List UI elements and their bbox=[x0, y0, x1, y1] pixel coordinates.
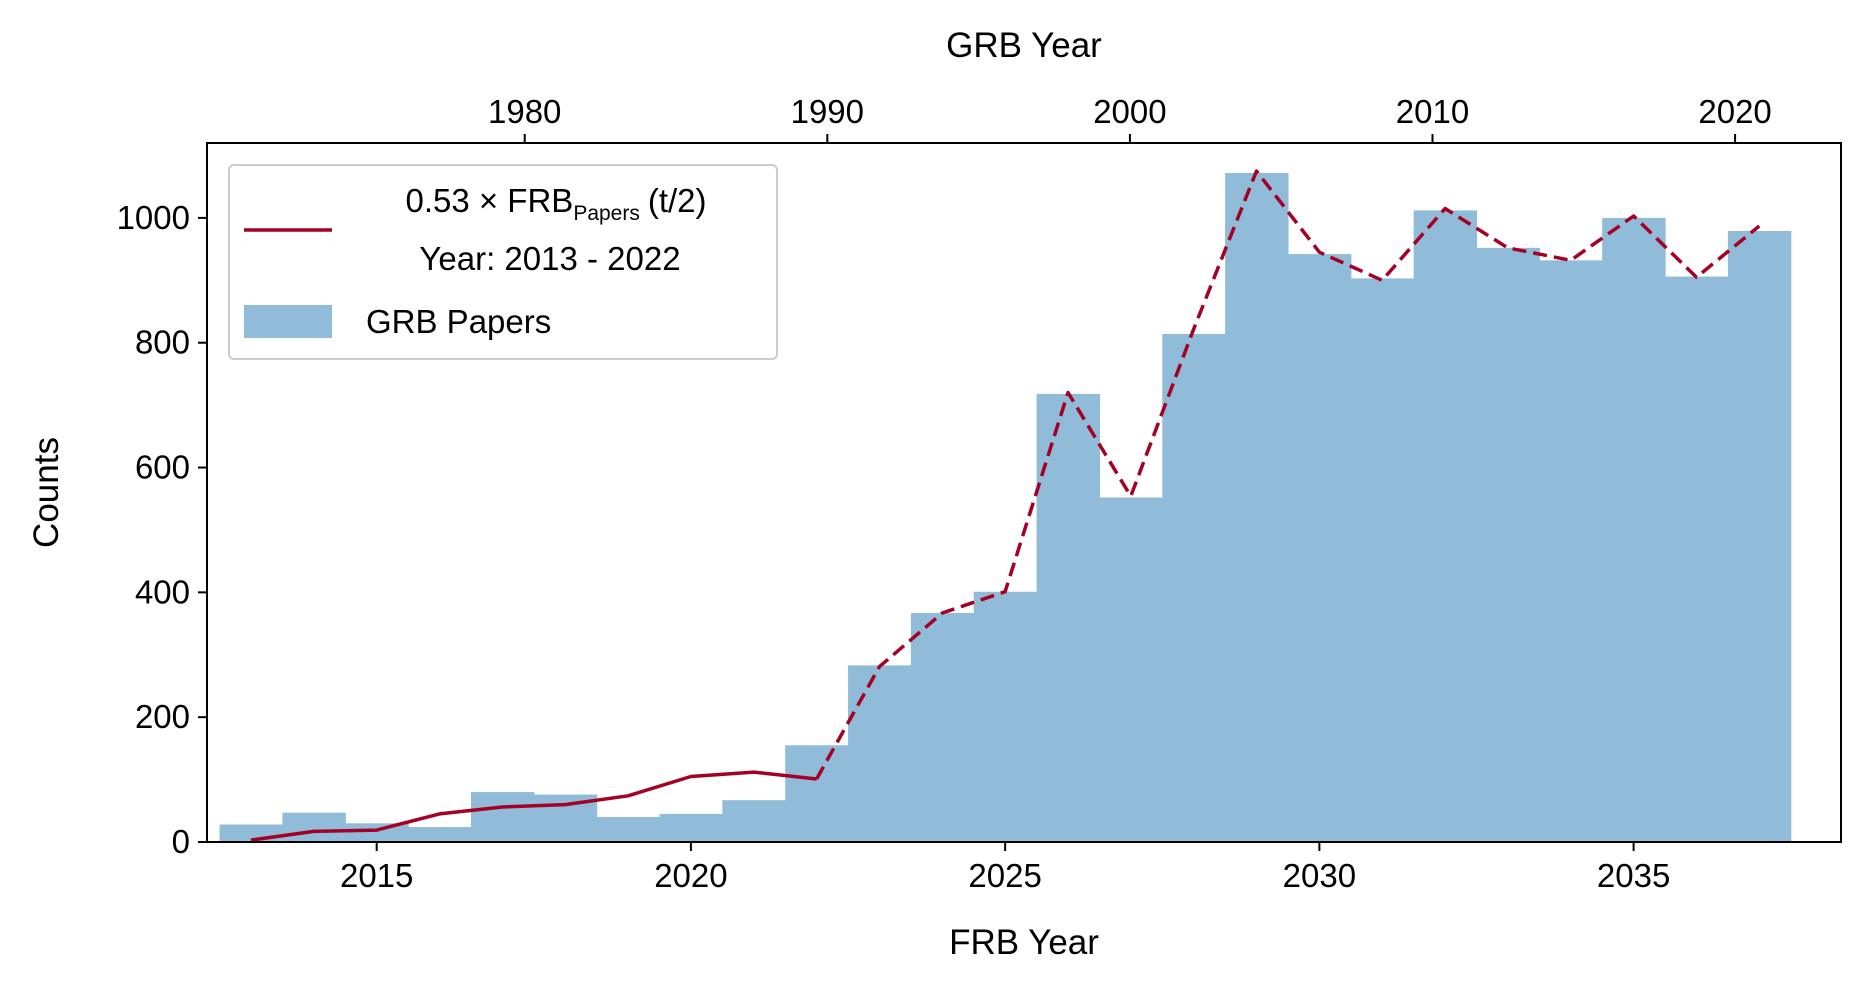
top-x-tick-label-2020: 2020 bbox=[1698, 93, 1771, 130]
bar-2034 bbox=[1539, 260, 1603, 842]
bar-2023 bbox=[848, 665, 912, 842]
legend-bar-label: GRB Papers bbox=[366, 303, 551, 340]
bar-2015 bbox=[345, 823, 409, 842]
y-tick-label-1000: 1000 bbox=[117, 199, 190, 236]
x-tick-label-2035: 2035 bbox=[1597, 857, 1670, 894]
y-tick-label-400: 400 bbox=[135, 573, 190, 610]
x-tick-label-2020: 2020 bbox=[654, 857, 727, 894]
top-x-tick-label-1980: 1980 bbox=[488, 93, 561, 130]
x-tick-label-2015: 2015 bbox=[340, 857, 413, 894]
x-tick-label-2030: 2030 bbox=[1283, 857, 1356, 894]
top-x-axis-label: GRB Year bbox=[946, 26, 1102, 65]
line-solid-segment bbox=[250, 770, 817, 842]
legend-line-label-subscript: Papers bbox=[573, 202, 640, 225]
legend-line-label-main: 0.53 × FRB bbox=[405, 182, 573, 219]
histogram-bars bbox=[219, 172, 1792, 843]
y-tick-label-800: 800 bbox=[135, 324, 190, 361]
bar-2022 bbox=[785, 745, 849, 842]
legend-bar-swatch bbox=[244, 305, 332, 338]
legend-box bbox=[228, 164, 778, 360]
bar-2037 bbox=[1727, 230, 1792, 843]
bar-2028 bbox=[1162, 333, 1226, 842]
y-tick-label-600: 600 bbox=[135, 449, 190, 486]
bar-2017 bbox=[470, 792, 535, 842]
bar-2019 bbox=[596, 817, 661, 842]
legend: 0.53 × FRBPapers (t/2) Year: 2013 - 2022 … bbox=[228, 164, 778, 360]
scaled-frb-line bbox=[250, 169, 1761, 842]
line-dashed-segment bbox=[815, 169, 1761, 780]
axis-ticks: 2015 2020 2025 2030 2035 0 200 400 600 800 1000 198… bbox=[117, 93, 1772, 894]
legend-line-label: 0.53 × FRBPapers (t/2) bbox=[405, 182, 706, 225]
top-x-tick-label-2010: 2010 bbox=[1396, 93, 1469, 130]
y-axis-label: Counts bbox=[27, 437, 66, 548]
bar-2032 bbox=[1413, 210, 1478, 842]
legend-line-label-suffix: (t/2) bbox=[648, 182, 707, 219]
y-tick-label-0: 0 bbox=[172, 823, 190, 860]
axes-frame bbox=[206, 142, 1842, 843]
y-tick-label-200: 200 bbox=[135, 698, 190, 735]
legend-line-label-years: Year: 2013 - 2022 bbox=[419, 240, 680, 277]
bar-2027 bbox=[1099, 497, 1163, 842]
bar-2021 bbox=[722, 800, 786, 842]
bar-2029 bbox=[1225, 172, 1289, 842]
x-tick-label-2025: 2025 bbox=[968, 857, 1041, 894]
top-x-tick-label-1990: 1990 bbox=[791, 93, 864, 130]
bar-2035 bbox=[1602, 217, 1666, 843]
bar-2014 bbox=[282, 812, 346, 842]
bar-2024 bbox=[910, 612, 975, 842]
x-axis-label: FRB Year bbox=[949, 923, 1099, 962]
bar-2026 bbox=[1036, 393, 1101, 842]
bar-2025 bbox=[973, 591, 1038, 842]
bar-2020 bbox=[659, 813, 723, 842]
bar-2031 bbox=[1350, 278, 1415, 842]
bar-2033 bbox=[1476, 247, 1540, 843]
bar-2030 bbox=[1287, 254, 1352, 842]
top-x-tick-label-2000: 2000 bbox=[1093, 93, 1166, 130]
bar-2036 bbox=[1665, 276, 1729, 842]
bar-2016 bbox=[408, 827, 472, 842]
